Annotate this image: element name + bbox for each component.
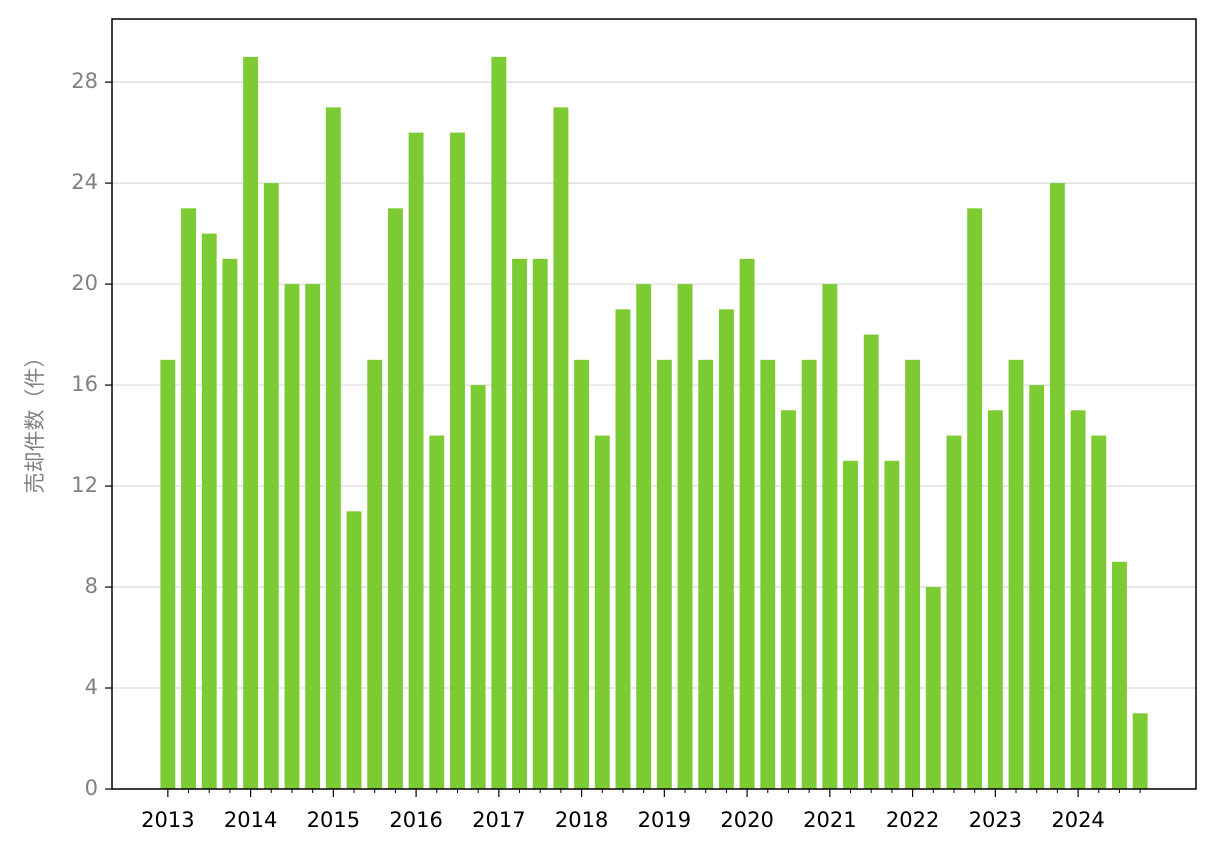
bar bbox=[760, 359, 776, 789]
x-tick-label: 2014 bbox=[224, 808, 277, 832]
y-tick-label: 0 bbox=[85, 776, 98, 800]
y-tick-label: 16 bbox=[71, 372, 98, 396]
bar bbox=[718, 309, 734, 789]
bar bbox=[636, 284, 652, 789]
bar bbox=[822, 284, 838, 789]
y-tick-label: 4 bbox=[85, 675, 98, 699]
bar bbox=[1008, 359, 1024, 789]
bar bbox=[470, 385, 486, 789]
y-tick-label: 20 bbox=[71, 271, 98, 295]
bar bbox=[532, 258, 548, 789]
x-tick-label: 2024 bbox=[1051, 808, 1104, 832]
bar bbox=[305, 284, 321, 789]
bar bbox=[1091, 435, 1107, 789]
bar bbox=[160, 359, 176, 789]
bar bbox=[967, 208, 983, 790]
bar bbox=[925, 587, 941, 789]
bar bbox=[946, 435, 962, 789]
bar bbox=[843, 460, 858, 789]
y-tick-label: 12 bbox=[71, 473, 98, 497]
bar bbox=[429, 435, 445, 789]
bar bbox=[801, 359, 817, 789]
y-axis-label: 売却件数（件） bbox=[23, 347, 47, 494]
bar bbox=[222, 258, 238, 789]
bar bbox=[201, 233, 217, 790]
bar bbox=[698, 359, 714, 789]
x-tick-label: 2022 bbox=[886, 808, 939, 832]
y-tick-label: 24 bbox=[71, 170, 98, 194]
bar bbox=[677, 284, 693, 789]
bar bbox=[263, 183, 279, 789]
bar bbox=[181, 208, 196, 790]
bar bbox=[243, 56, 259, 790]
y-tick-label: 8 bbox=[85, 574, 98, 598]
bar bbox=[284, 284, 300, 789]
x-tick-label: 2020 bbox=[720, 808, 773, 832]
bar bbox=[987, 410, 1003, 789]
bar bbox=[615, 309, 631, 789]
bar bbox=[450, 132, 465, 789]
bar bbox=[512, 258, 527, 789]
x-tick-label: 2023 bbox=[969, 808, 1022, 832]
plot-frame bbox=[111, 18, 1197, 790]
bar bbox=[1132, 713, 1148, 789]
bar bbox=[325, 107, 341, 789]
bar bbox=[863, 334, 879, 789]
bar bbox=[367, 359, 383, 789]
bar bbox=[594, 435, 610, 789]
bar bbox=[387, 208, 403, 790]
bar bbox=[574, 359, 590, 789]
bar bbox=[656, 359, 672, 789]
x-tick-label: 2013 bbox=[141, 808, 194, 832]
bar bbox=[346, 511, 362, 789]
y-tick-label: 28 bbox=[71, 69, 98, 93]
x-tick-label: 2017 bbox=[472, 808, 525, 832]
x-tick-label: 2015 bbox=[307, 808, 360, 832]
bar bbox=[408, 132, 424, 789]
bar bbox=[1112, 561, 1127, 789]
bar bbox=[739, 258, 755, 789]
bar bbox=[781, 410, 796, 789]
x-tick-label: 2018 bbox=[555, 808, 608, 832]
x-tick-label: 2019 bbox=[638, 808, 691, 832]
bar bbox=[905, 359, 921, 789]
bar bbox=[553, 107, 569, 789]
x-tick-label: 2021 bbox=[803, 808, 856, 832]
bar bbox=[884, 460, 900, 789]
bar bbox=[1049, 183, 1065, 789]
bar bbox=[491, 56, 507, 790]
bar bbox=[1070, 410, 1086, 789]
x-tick-label: 2016 bbox=[389, 808, 442, 832]
bar bbox=[1029, 385, 1045, 789]
